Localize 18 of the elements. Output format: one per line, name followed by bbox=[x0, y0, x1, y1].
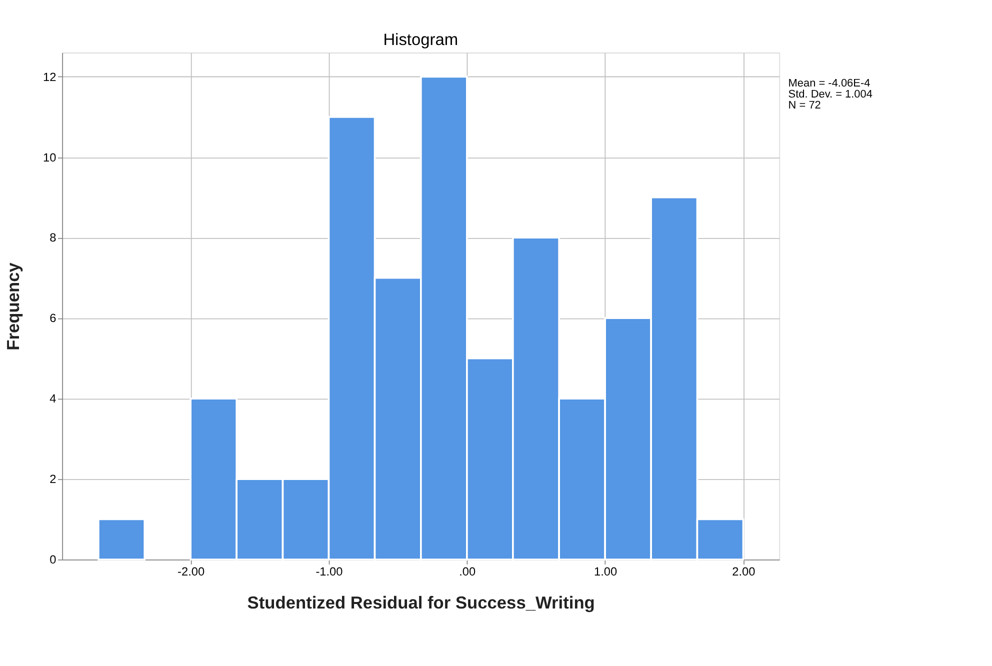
x-tick-label: .00 bbox=[459, 564, 476, 578]
text: Mean = -4.06E-4 bbox=[788, 77, 870, 90]
text: N = 72 bbox=[788, 99, 821, 112]
y-tick-label: 2 bbox=[50, 472, 56, 486]
y-tick-label: 8 bbox=[50, 230, 57, 245]
y-axis-title: Frequency bbox=[3, 262, 24, 350]
x-tick-label: -1.00 bbox=[316, 564, 344, 578]
y-tick-label: 6 bbox=[50, 311, 57, 326]
y-tick-label: 12 bbox=[42, 70, 56, 84]
x-tick-label: -2.00 bbox=[178, 564, 205, 578]
text: Std. Dev. = 1.004 bbox=[788, 88, 872, 100]
y-tick-label: 0 bbox=[50, 552, 57, 567]
x-tick-label: 1.00 bbox=[594, 564, 618, 578]
chart-title: Histogram bbox=[383, 31, 458, 50]
x-tick-label: 2.00 bbox=[732, 564, 756, 578]
y-tick-label: 10 bbox=[42, 150, 57, 164]
y-tick-label: 4 bbox=[50, 392, 57, 406]
x-axis-title: Studentized Residual for Success_Writing bbox=[247, 592, 595, 612]
